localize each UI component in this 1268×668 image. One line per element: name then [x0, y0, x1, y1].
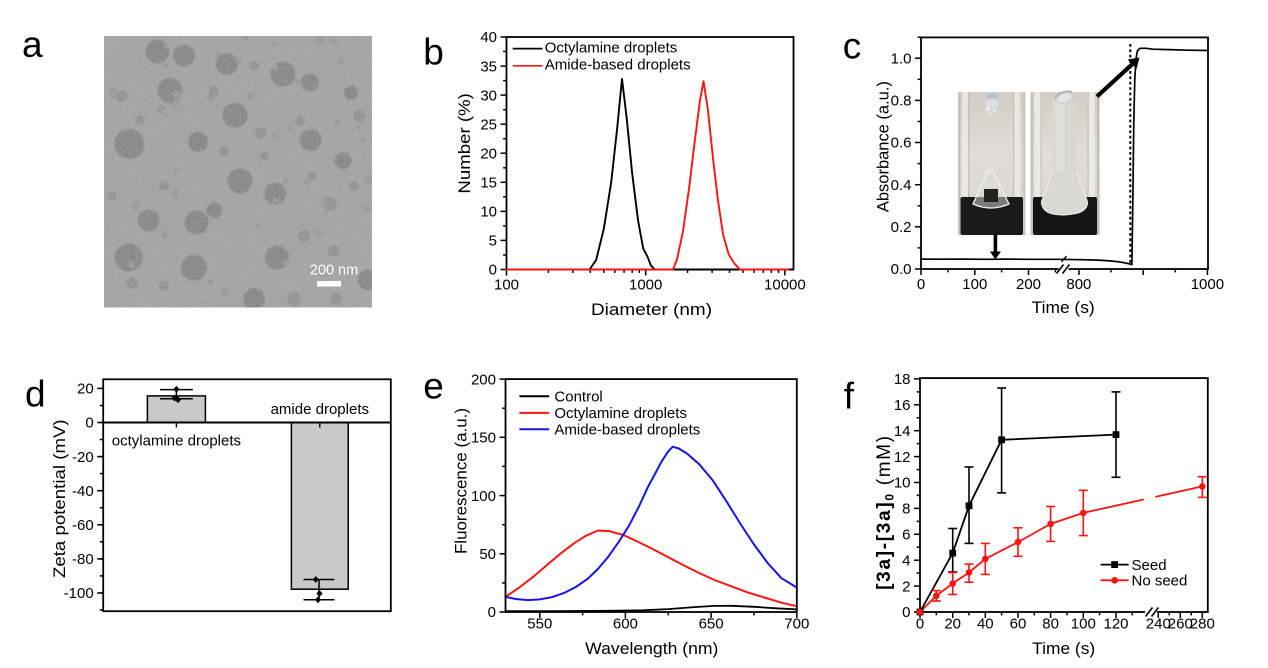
svg-text:Amide-based droplets: Amide-based droplets	[545, 57, 691, 74]
svg-text:e: e	[423, 366, 444, 407]
svg-text:200 nm: 200 nm	[310, 263, 358, 279]
svg-text:50: 50	[479, 546, 496, 563]
svg-text:b: b	[423, 32, 444, 73]
svg-text:octylamine droplets: octylamine droplets	[112, 432, 241, 449]
svg-text:-40: -40	[72, 483, 94, 500]
svg-text:0.4: 0.4	[891, 177, 912, 194]
svg-text:150: 150	[471, 430, 496, 447]
svg-text:0: 0	[917, 276, 925, 293]
svg-text:10000: 10000	[764, 277, 806, 294]
svg-text:40: 40	[480, 29, 497, 46]
svg-text:8: 8	[902, 501, 910, 518]
svg-text:12: 12	[894, 449, 911, 466]
svg-text:Number (%): Number (%)	[455, 93, 474, 193]
svg-text:10: 10	[480, 204, 497, 221]
svg-text:280: 280	[1190, 616, 1215, 633]
svg-text:-80: -80	[72, 551, 94, 568]
svg-text:30: 30	[480, 87, 497, 104]
svg-text:4: 4	[902, 552, 910, 569]
svg-text:Time (s): Time (s)	[1032, 639, 1095, 658]
svg-text:Control: Control	[554, 389, 602, 406]
svg-text:15: 15	[480, 175, 497, 192]
svg-text:f: f	[844, 376, 855, 417]
svg-text:20: 20	[480, 145, 497, 162]
svg-text:0.0: 0.0	[891, 261, 912, 278]
svg-text:20: 20	[77, 381, 94, 398]
svg-text:a: a	[22, 24, 43, 65]
svg-text:[3a]-[3a]0 (mM): [3a]-[3a]0 (mM)	[874, 434, 897, 590]
svg-text:200: 200	[1016, 276, 1041, 293]
svg-text:60: 60	[1010, 616, 1027, 633]
svg-text:10: 10	[894, 475, 911, 492]
svg-text:120: 120	[1103, 616, 1128, 633]
svg-text:35: 35	[480, 58, 497, 75]
svg-text:0: 0	[489, 262, 497, 279]
svg-text:Wavelength (nm): Wavelength (nm)	[585, 639, 718, 658]
svg-text:Octylamine droplets: Octylamine droplets	[545, 39, 678, 56]
svg-text:650: 650	[699, 616, 724, 633]
svg-text:No seed: No seed	[1132, 573, 1188, 590]
svg-text:0.2: 0.2	[891, 219, 912, 236]
svg-text:20: 20	[944, 616, 961, 633]
svg-text:14: 14	[894, 423, 911, 440]
svg-text:5: 5	[489, 233, 497, 250]
svg-text:6: 6	[902, 527, 910, 544]
svg-text:1000: 1000	[629, 277, 662, 294]
svg-text:700: 700	[784, 616, 809, 633]
svg-text:Absorbance (a.u.): Absorbance (a.u.)	[874, 81, 893, 212]
svg-text:0: 0	[85, 415, 93, 432]
svg-text:-20: -20	[72, 449, 94, 466]
svg-text:100: 100	[1071, 616, 1096, 633]
svg-text:Diameter (nm): Diameter (nm)	[591, 300, 712, 319]
svg-text:240: 240	[1146, 616, 1171, 633]
svg-text:550: 550	[527, 616, 552, 633]
svg-text:0: 0	[902, 604, 910, 621]
svg-text:-60: -60	[72, 517, 94, 534]
svg-text:Fluorescence (a.u.): Fluorescence (a.u.)	[452, 408, 471, 554]
svg-text:Seed: Seed	[1132, 557, 1167, 574]
svg-text:Time (s): Time (s)	[1032, 298, 1095, 317]
svg-text:Octylamine droplets: Octylamine droplets	[554, 405, 687, 422]
svg-text:200: 200	[471, 371, 496, 388]
svg-text:40: 40	[977, 616, 994, 633]
svg-text:18: 18	[894, 371, 911, 388]
svg-text:0.6: 0.6	[891, 135, 912, 152]
svg-text:0: 0	[916, 616, 924, 633]
svg-text:2: 2	[902, 578, 910, 595]
svg-text:-100: -100	[64, 585, 94, 602]
svg-text:Amide-based droplets: Amide-based droplets	[554, 421, 700, 438]
svg-text:d: d	[25, 373, 46, 414]
svg-text:16: 16	[894, 397, 911, 414]
svg-text:25: 25	[480, 116, 497, 133]
svg-text:80: 80	[1042, 616, 1059, 633]
svg-text:0.8: 0.8	[891, 93, 912, 110]
svg-text:Zeta potential (mV): Zeta potential (mV)	[50, 419, 69, 578]
svg-text:1000: 1000	[1191, 276, 1224, 293]
svg-text:0: 0	[488, 604, 496, 621]
svg-text:amide droplets: amide droplets	[271, 401, 369, 418]
svg-text:260: 260	[1168, 616, 1193, 633]
svg-text:600: 600	[613, 616, 638, 633]
svg-text:100: 100	[471, 488, 496, 505]
svg-text:100: 100	[962, 276, 987, 293]
svg-text:800: 800	[1066, 276, 1091, 293]
svg-text:1.0: 1.0	[891, 51, 912, 68]
svg-text:c: c	[843, 25, 862, 66]
svg-text:100: 100	[494, 277, 519, 294]
